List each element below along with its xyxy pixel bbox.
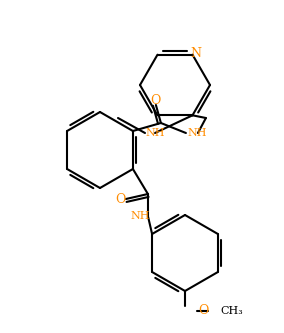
Text: O: O [151,94,161,107]
Text: NH: NH [188,128,207,138]
Text: CH₃: CH₃ [220,306,243,316]
Text: O: O [198,304,208,317]
Text: NH: NH [145,128,165,138]
Text: N: N [190,47,201,60]
Text: NH: NH [130,211,150,221]
Text: O: O [116,192,126,205]
